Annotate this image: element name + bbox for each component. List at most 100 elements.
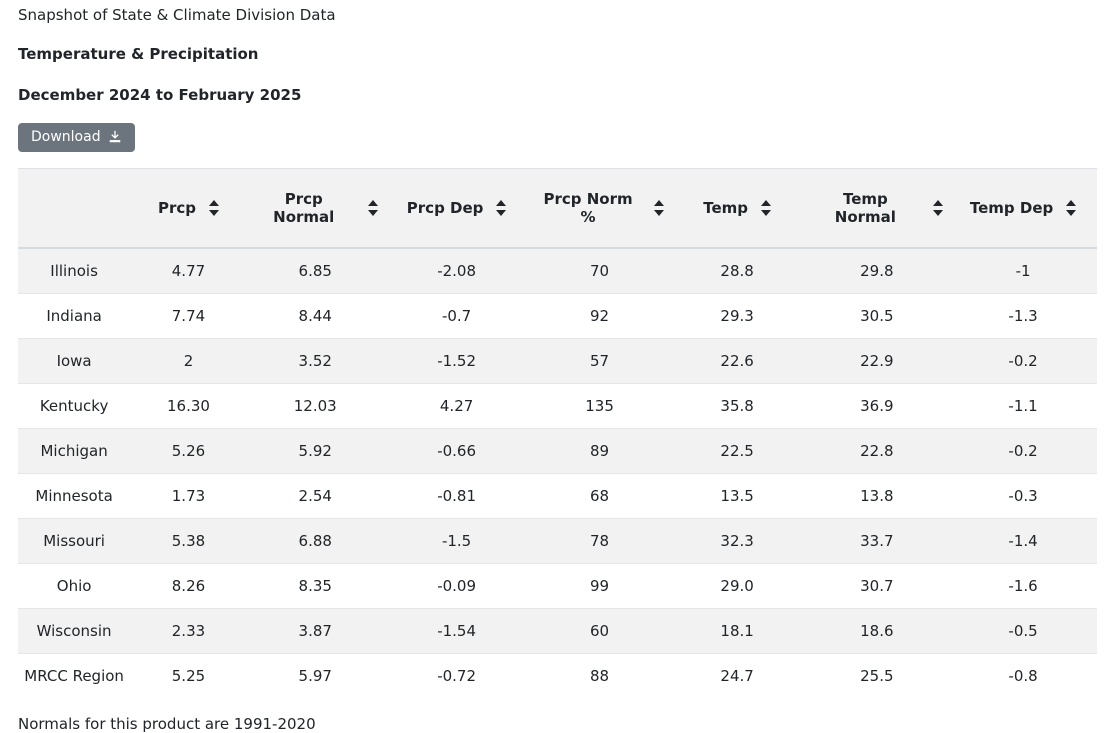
column-label: Temp Dep xyxy=(969,199,1054,217)
sort-icon xyxy=(208,200,219,216)
cell-prcp-norm-pct: 88 xyxy=(529,653,670,698)
cell-prcp-normal: 5.97 xyxy=(246,653,384,698)
cell-prcp-normal: 3.52 xyxy=(246,338,384,384)
cell-temp-dep: -0.2 xyxy=(949,338,1097,384)
table-row: Michigan 5.26 5.92 -0.66 89 22.5 22.8 -0… xyxy=(18,428,1097,474)
column-header-prcp-dep[interactable]: Prcp Dep xyxy=(383,168,530,249)
cell-temp-normal: 22.9 xyxy=(804,338,950,384)
column-label: Prcp Dep xyxy=(406,199,484,217)
table-row: Ohio 8.26 8.35 -0.09 99 29.0 30.7 -1.6 xyxy=(18,563,1097,609)
cell-temp-normal: 36.9 xyxy=(804,383,950,429)
cell-prcp-norm-pct: 68 xyxy=(529,473,670,519)
table-row: Iowa 2 3.52 -1.52 57 22.6 22.9 -0.2 xyxy=(18,338,1097,384)
cell-prcp-normal: 8.35 xyxy=(246,563,384,609)
cell-temp-normal: 25.5 xyxy=(804,653,950,698)
download-button-label: Download xyxy=(31,129,101,145)
date-range-heading: December 2024 to February 2025 xyxy=(18,86,302,104)
cell-prcp-dep: -0.81 xyxy=(383,473,530,519)
row-label: Minnesota xyxy=(18,473,131,519)
column-header-prcp-normal[interactable]: Prcp Normal xyxy=(246,168,384,249)
cell-prcp-normal: 6.85 xyxy=(246,247,384,294)
cell-prcp-norm-pct: 57 xyxy=(529,338,670,384)
column-label: Temp Normal xyxy=(834,190,896,226)
cell-temp-dep: -1 xyxy=(949,247,1097,294)
cell-temp-normal: 30.5 xyxy=(804,293,950,339)
cell-prcp-normal: 2.54 xyxy=(246,473,384,519)
table-row: Kentucky 16.30 12.03 4.27 135 35.8 36.9 … xyxy=(18,383,1097,429)
cell-prcp-normal: 3.87 xyxy=(246,608,384,654)
normals-footnote: Normals for this product are 1991-2020 xyxy=(18,715,316,733)
cell-temp: 13.5 xyxy=(669,473,805,519)
cell-prcp-norm-pct: 99 xyxy=(529,563,670,609)
cell-prcp-normal: 12.03 xyxy=(246,383,384,429)
cell-prcp: 2 xyxy=(130,338,247,384)
cell-prcp-dep: -1.52 xyxy=(383,338,530,384)
cell-prcp-dep: -1.54 xyxy=(383,608,530,654)
cell-prcp: 2.33 xyxy=(130,608,247,654)
cell-prcp: 7.74 xyxy=(130,293,247,339)
table-row: Illinois 4.77 6.85 -2.08 70 28.8 29.8 -1 xyxy=(18,247,1097,294)
cell-temp-dep: -1.6 xyxy=(949,563,1097,609)
cell-prcp: 8.26 xyxy=(130,563,247,609)
cell-temp-dep: -1.1 xyxy=(949,383,1097,429)
cell-prcp: 16.30 xyxy=(130,383,247,429)
cell-temp-dep: -0.3 xyxy=(949,473,1097,519)
column-header-prcp-norm-pct[interactable]: Prcp Norm % xyxy=(529,168,670,249)
row-label: Illinois xyxy=(18,247,131,294)
cell-prcp-dep: -1.5 xyxy=(383,518,530,564)
cell-prcp-norm-pct: 135 xyxy=(529,383,670,429)
row-label: Kentucky xyxy=(18,383,131,429)
table-row: Minnesota 1.73 2.54 -0.81 68 13.5 13.8 -… xyxy=(18,473,1097,519)
row-label: Missouri xyxy=(18,518,131,564)
cell-temp: 32.3 xyxy=(669,518,805,564)
table-header-row: Prcp Prcp Normal Prcp Dep xyxy=(18,168,1097,249)
cell-prcp-dep: -0.72 xyxy=(383,653,530,698)
cell-prcp: 4.77 xyxy=(130,247,247,294)
cell-prcp: 5.26 xyxy=(130,428,247,474)
cell-temp: 29.3 xyxy=(669,293,805,339)
column-header-prcp[interactable]: Prcp xyxy=(130,168,247,249)
row-label: Ohio xyxy=(18,563,131,609)
cell-prcp-dep: 4.27 xyxy=(383,383,530,429)
cell-temp-normal: 22.8 xyxy=(804,428,950,474)
page-subtitle: Temperature & Precipitation xyxy=(18,45,259,63)
column-header-temp-normal[interactable]: Temp Normal xyxy=(804,168,950,249)
download-button[interactable]: Download xyxy=(18,123,135,152)
cell-prcp-norm-pct: 70 xyxy=(529,247,670,294)
cell-prcp-norm-pct: 78 xyxy=(529,518,670,564)
cell-prcp-norm-pct: 92 xyxy=(529,293,670,339)
cell-prcp-dep: -2.08 xyxy=(383,247,530,294)
sort-icon xyxy=(496,200,507,216)
cell-temp-dep: -1.3 xyxy=(949,293,1097,339)
cell-temp: 22.5 xyxy=(669,428,805,474)
cell-temp-normal: 30.7 xyxy=(804,563,950,609)
cell-prcp-dep: -0.7 xyxy=(383,293,530,339)
cell-prcp-dep: -0.09 xyxy=(383,563,530,609)
table-row: MRCC Region 5.25 5.97 -0.72 88 24.7 25.5… xyxy=(18,653,1097,698)
cell-prcp-normal: 8.44 xyxy=(246,293,384,339)
column-header-state xyxy=(18,168,131,249)
cell-temp-normal: 18.6 xyxy=(804,608,950,654)
column-label: Prcp Normal xyxy=(273,190,335,226)
cell-temp-dep: -0.5 xyxy=(949,608,1097,654)
sort-icon xyxy=(367,200,378,216)
sort-icon xyxy=(933,200,944,216)
table-row: Wisconsin 2.33 3.87 -1.54 60 18.1 18.6 -… xyxy=(18,608,1097,654)
column-label: Prcp xyxy=(157,199,196,217)
column-label: Prcp Norm % xyxy=(543,190,633,226)
column-header-temp[interactable]: Temp xyxy=(669,168,805,249)
cell-prcp-norm-pct: 60 xyxy=(529,608,670,654)
row-label: Michigan xyxy=(18,428,131,474)
column-header-temp-dep[interactable]: Temp Dep xyxy=(949,168,1097,249)
row-label: Indiana xyxy=(18,293,131,339)
cell-prcp-normal: 5.92 xyxy=(246,428,384,474)
cell-prcp: 5.38 xyxy=(130,518,247,564)
cell-temp-normal: 29.8 xyxy=(804,247,950,294)
sort-icon xyxy=(653,200,664,216)
cell-temp-normal: 13.8 xyxy=(804,473,950,519)
cell-prcp: 1.73 xyxy=(130,473,247,519)
cell-temp: 22.6 xyxy=(669,338,805,384)
row-label: MRCC Region xyxy=(18,653,131,698)
climate-data-table: Prcp Prcp Normal Prcp Dep xyxy=(18,168,1097,698)
cell-prcp: 5.25 xyxy=(130,653,247,698)
